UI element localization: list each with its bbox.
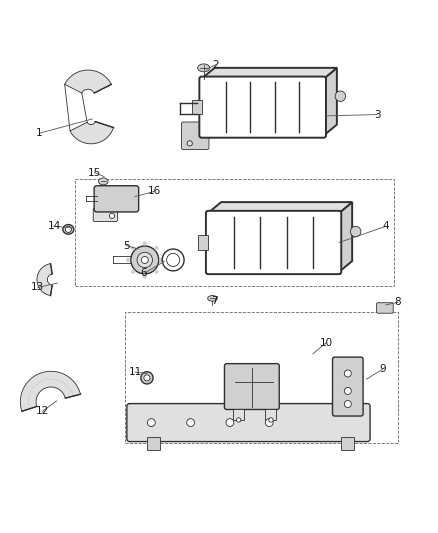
Polygon shape xyxy=(20,372,81,411)
Polygon shape xyxy=(70,122,113,144)
Polygon shape xyxy=(201,68,337,79)
Bar xyxy=(198,235,208,250)
Polygon shape xyxy=(339,202,352,272)
Polygon shape xyxy=(37,264,52,296)
Bar xyxy=(147,437,160,450)
Text: 12: 12 xyxy=(35,407,49,416)
Circle shape xyxy=(137,252,152,268)
Circle shape xyxy=(344,370,351,377)
Circle shape xyxy=(265,418,273,426)
Circle shape xyxy=(344,387,351,394)
Circle shape xyxy=(344,400,351,408)
Circle shape xyxy=(131,246,159,274)
Ellipse shape xyxy=(208,295,217,301)
Circle shape xyxy=(154,246,159,251)
FancyBboxPatch shape xyxy=(181,122,209,149)
Polygon shape xyxy=(208,202,352,213)
Circle shape xyxy=(187,141,192,146)
Circle shape xyxy=(350,227,361,237)
Text: 6: 6 xyxy=(141,269,147,278)
FancyBboxPatch shape xyxy=(127,403,370,441)
Bar xyxy=(125,312,398,443)
Circle shape xyxy=(269,418,273,422)
FancyBboxPatch shape xyxy=(332,357,363,416)
FancyBboxPatch shape xyxy=(93,208,117,222)
Bar xyxy=(341,437,354,450)
Text: 5: 5 xyxy=(123,240,130,251)
FancyBboxPatch shape xyxy=(206,211,341,274)
Bar xyxy=(75,179,394,286)
Polygon shape xyxy=(324,68,337,135)
Circle shape xyxy=(159,258,163,262)
Circle shape xyxy=(141,256,148,263)
Text: 7: 7 xyxy=(211,296,218,306)
FancyBboxPatch shape xyxy=(94,185,139,212)
Text: 2: 2 xyxy=(212,60,219,70)
Circle shape xyxy=(144,375,150,381)
Text: 4: 4 xyxy=(382,221,389,231)
Circle shape xyxy=(143,241,147,246)
Circle shape xyxy=(110,213,115,219)
Text: 10: 10 xyxy=(319,338,332,348)
Text: 9: 9 xyxy=(379,364,386,374)
Text: 8: 8 xyxy=(395,297,401,308)
Circle shape xyxy=(226,418,234,426)
Ellipse shape xyxy=(63,224,74,234)
Text: 15: 15 xyxy=(88,168,101,177)
Circle shape xyxy=(126,258,131,262)
FancyBboxPatch shape xyxy=(224,364,279,409)
Circle shape xyxy=(148,418,155,426)
Ellipse shape xyxy=(99,178,108,185)
Bar xyxy=(233,409,244,421)
Ellipse shape xyxy=(198,64,210,72)
Bar xyxy=(265,409,276,421)
Circle shape xyxy=(141,372,153,384)
Text: 1: 1 xyxy=(36,128,42,139)
Circle shape xyxy=(187,418,194,426)
Text: 3: 3 xyxy=(374,110,380,119)
Circle shape xyxy=(131,246,135,251)
Polygon shape xyxy=(65,70,111,93)
Circle shape xyxy=(237,418,241,422)
FancyBboxPatch shape xyxy=(199,77,326,138)
Text: 11: 11 xyxy=(128,367,142,377)
Circle shape xyxy=(335,91,346,101)
Circle shape xyxy=(166,253,180,266)
FancyBboxPatch shape xyxy=(377,303,393,313)
Text: 16: 16 xyxy=(148,187,161,196)
Circle shape xyxy=(131,270,135,274)
Bar xyxy=(192,100,201,114)
Text: 14: 14 xyxy=(47,221,60,231)
Circle shape xyxy=(65,227,71,232)
Text: 13: 13 xyxy=(31,282,44,293)
Circle shape xyxy=(143,274,147,279)
Circle shape xyxy=(154,270,159,274)
